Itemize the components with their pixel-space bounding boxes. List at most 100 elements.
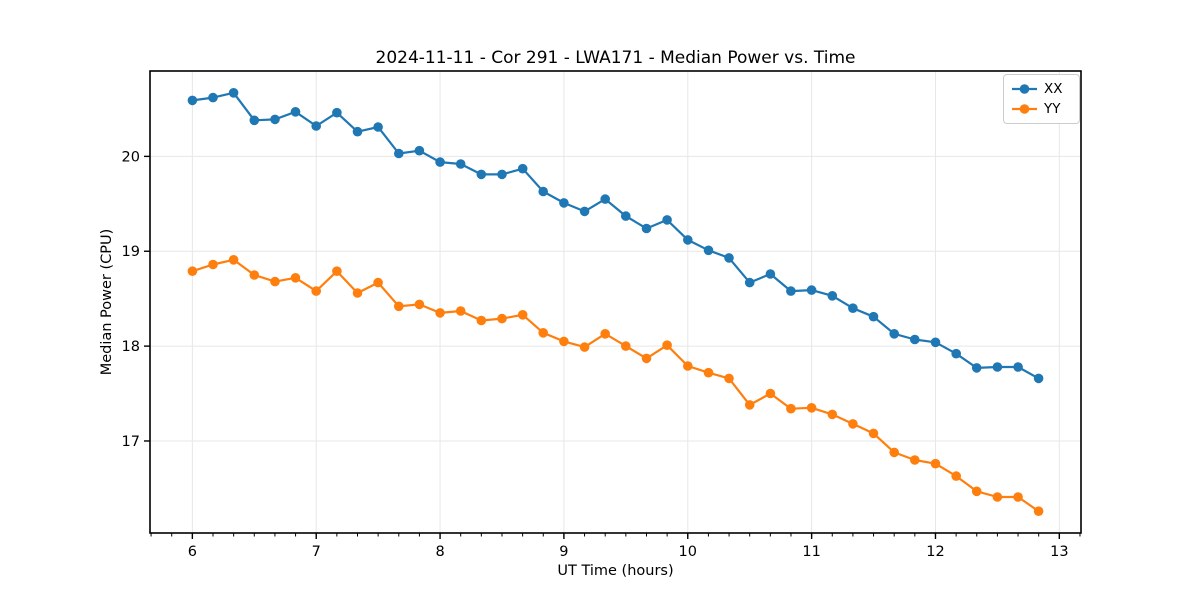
x-tick-label: 6	[188, 544, 197, 560]
series-line-yy	[192, 258, 1040, 513]
data-point-xx	[641, 223, 652, 234]
data-point-xx	[786, 286, 796, 296]
data-point-xx	[394, 148, 404, 159]
legend-label-xx: XX	[1044, 81, 1063, 97]
data-point-xx	[352, 126, 363, 137]
data-point-yy	[497, 313, 507, 324]
x-tick-label: 8	[435, 544, 444, 560]
axes-spines	[149, 70, 1082, 534]
data-point-xx	[621, 211, 631, 221]
data-point-xx	[683, 235, 693, 245]
data-point-xx	[662, 215, 672, 225]
data-point-xx	[1013, 362, 1023, 372]
data-point-yy	[600, 329, 610, 339]
data-point-yy	[476, 315, 487, 326]
data-point-yy	[517, 310, 528, 320]
data-point-yy	[538, 328, 548, 338]
data-point-xx	[930, 337, 941, 348]
data-point-xx	[765, 269, 776, 279]
data-point-yy	[1013, 492, 1023, 502]
data-point-yy	[889, 447, 899, 458]
x-tick-label: 9	[559, 544, 568, 560]
data-point-yy	[971, 486, 982, 497]
legend-line-marker-icon	[1012, 104, 1037, 114]
data-point-yy	[641, 353, 652, 364]
data-point-xx	[744, 277, 755, 288]
data-point-yy	[352, 288, 363, 298]
series-line-xx	[192, 91, 1040, 380]
legend-sample-marker	[1019, 84, 1030, 94]
data-point-xx	[806, 285, 817, 295]
data-point-xx	[848, 303, 858, 314]
data-point-xx	[600, 194, 610, 204]
data-point-xx	[703, 245, 714, 256]
x-tick-label: 10	[679, 544, 697, 560]
data-point-yy	[579, 342, 590, 352]
data-point-xx	[889, 329, 899, 339]
y-tick-label: 17	[122, 434, 140, 450]
data-point-xx	[559, 198, 569, 208]
data-point-yy	[806, 403, 817, 413]
data-point-yy	[455, 306, 466, 316]
data-point-xx	[249, 115, 260, 126]
data-point-yy	[703, 367, 714, 378]
data-point-xx	[290, 107, 301, 117]
data-point-yy	[724, 373, 734, 384]
data-point-xx	[208, 92, 218, 103]
y-tick-label: 19	[122, 244, 140, 260]
data-point-yy	[373, 277, 383, 288]
data-point-xx	[951, 348, 961, 359]
data-point-xx	[517, 163, 528, 174]
data-point-yy	[394, 301, 404, 312]
legend-line-marker-icon	[1012, 84, 1037, 94]
data-point-xx	[373, 122, 383, 132]
data-point-xx	[435, 157, 445, 167]
data-point-yy	[270, 276, 280, 287]
data-point-yy	[187, 266, 198, 277]
data-point-yy	[435, 308, 445, 318]
data-point-xx	[868, 311, 879, 322]
legend-label-yy: YY	[1044, 101, 1061, 117]
data-point-xx	[311, 121, 322, 131]
y-axis-label: Median Power (CPU)	[99, 228, 115, 376]
data-point-xx	[414, 145, 425, 156]
data-point-xx	[827, 291, 838, 301]
data-point-xx	[187, 95, 198, 106]
data-point-yy	[765, 388, 776, 399]
data-point-xx	[270, 114, 280, 125]
x-axis-label: UT Time (hours)	[557, 563, 674, 579]
data-point-xx	[497, 169, 507, 180]
x-tick-label: 11	[802, 544, 820, 560]
legend: XX YY	[1003, 74, 1080, 124]
chart-title: 2024-11-11 - Cor 291 - LWA171 - Median P…	[375, 48, 856, 68]
data-point-xx	[476, 169, 487, 180]
legend-item-xx: XX	[1011, 79, 1072, 99]
data-point-yy	[559, 336, 569, 347]
data-point-xx	[1033, 373, 1044, 384]
data-point-yy	[744, 400, 755, 410]
data-point-xx	[538, 186, 548, 197]
data-point-yy	[249, 270, 260, 280]
x-tick-label: 12	[926, 544, 944, 560]
data-point-xx	[579, 206, 590, 217]
data-point-xx	[971, 363, 982, 373]
y-tick-label: 18	[122, 339, 140, 355]
data-point-yy	[868, 428, 879, 439]
data-point-yy	[1033, 506, 1044, 516]
x-tick-label: 13	[1050, 544, 1068, 560]
data-point-yy	[311, 286, 322, 296]
data-point-yy	[332, 266, 342, 277]
data-point-yy	[827, 409, 838, 420]
data-point-yy	[228, 254, 239, 265]
data-point-yy	[848, 419, 858, 429]
data-point-yy	[930, 458, 941, 469]
data-point-yy	[414, 299, 425, 310]
data-point-yy	[621, 341, 631, 351]
x-tick-label: 7	[312, 544, 321, 560]
legend-item-yy: YY	[1011, 99, 1072, 119]
data-point-yy	[786, 403, 796, 414]
legend-sample-marker	[1019, 104, 1030, 114]
data-point-yy	[208, 259, 218, 270]
data-point-yy	[290, 273, 301, 283]
